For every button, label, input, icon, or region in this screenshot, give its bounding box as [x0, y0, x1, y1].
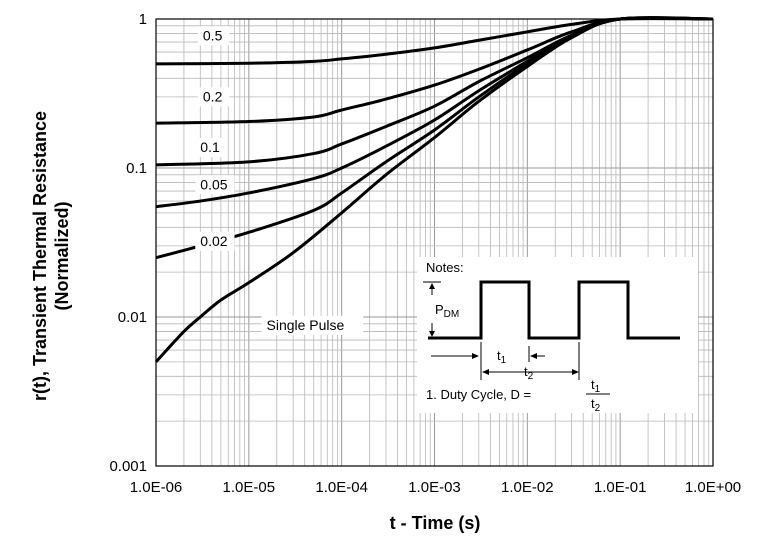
y-tick-label: 0.1: [126, 160, 147, 177]
x-tick-label: 1.0E-05: [223, 479, 276, 496]
t1-end-arrowhead: [530, 353, 537, 359]
curve-label-bg: [197, 26, 230, 46]
t2-label: t2: [524, 364, 534, 382]
y-axis-title-line2: (Normalized): [52, 201, 72, 310]
duty-cycle-text: 1. Duty Cycle, D =: [426, 387, 531, 402]
curve-label: 0.05: [200, 176, 227, 192]
curve-single-pulse: [154, 16, 714, 363]
curve-label: Single Pulse: [267, 317, 345, 333]
x-tick-label: 1.0E-02: [501, 479, 554, 496]
x-tick-label: 1.0E+00: [685, 479, 741, 496]
pdm-arrowhead-up: [429, 283, 435, 289]
pdm-label: PDM: [435, 302, 459, 320]
notes-inset: Notes: PDM t1 t2 1. Duty Cycle, D = t1 t…: [417, 257, 698, 414]
t2-arrowhead-left: [482, 369, 489, 375]
t1-label: t1: [497, 348, 507, 366]
pdm-arrowhead-down: [429, 331, 435, 337]
pulse-waveform: [428, 280, 680, 340]
t2-arrowhead-right: [572, 369, 579, 375]
curve-label-bg: [261, 315, 364, 335]
x-tick-label: 1.0E-01: [594, 479, 647, 496]
curve-labels: 0.5 0.2 0.1 0.05 0.02 Single Pulse: [195, 26, 364, 335]
y-tick-labels: 0.001 0.01 0.1 1: [109, 11, 147, 475]
curve-label-bg: [195, 138, 227, 158]
y-tick-label: 0.001: [109, 458, 147, 475]
curves: [154, 16, 714, 363]
curve-label-bg: [195, 231, 235, 251]
x-tick-labels: 1.0E-06 1.0E-05 1.0E-04 1.0E-03 1.0E-02 1.0E-…: [130, 479, 741, 496]
x-tick-label: 1.0E-03: [408, 479, 461, 496]
x-tick-label: 1.0E-04: [315, 479, 368, 496]
curve-label: 0.5: [203, 27, 223, 43]
y-tick-label: 1: [139, 11, 147, 28]
x-axis-title: t - Time (s): [390, 513, 481, 533]
curve-label: 0.1: [200, 139, 220, 155]
t1-arrowhead: [472, 353, 479, 359]
plot-frame: [155, 18, 714, 467]
curve-label-bg: [197, 87, 230, 107]
curve-label: 0.2: [203, 88, 223, 104]
x-tick-label: 1.0E-06: [130, 479, 183, 496]
fraction-numerator: t1: [591, 377, 601, 395]
curve-0-5: [155, 17, 714, 66]
y-axis-title-line1: r(t), Transient Thermal Resistance: [30, 111, 50, 401]
curve-label: 0.02: [200, 233, 227, 249]
curve-label-bg: [195, 175, 235, 195]
y-tick-label: 0.01: [118, 309, 147, 326]
fraction-denominator: t2: [591, 396, 601, 414]
notes-title: Notes:: [426, 260, 464, 275]
notes-background: [417, 257, 698, 413]
